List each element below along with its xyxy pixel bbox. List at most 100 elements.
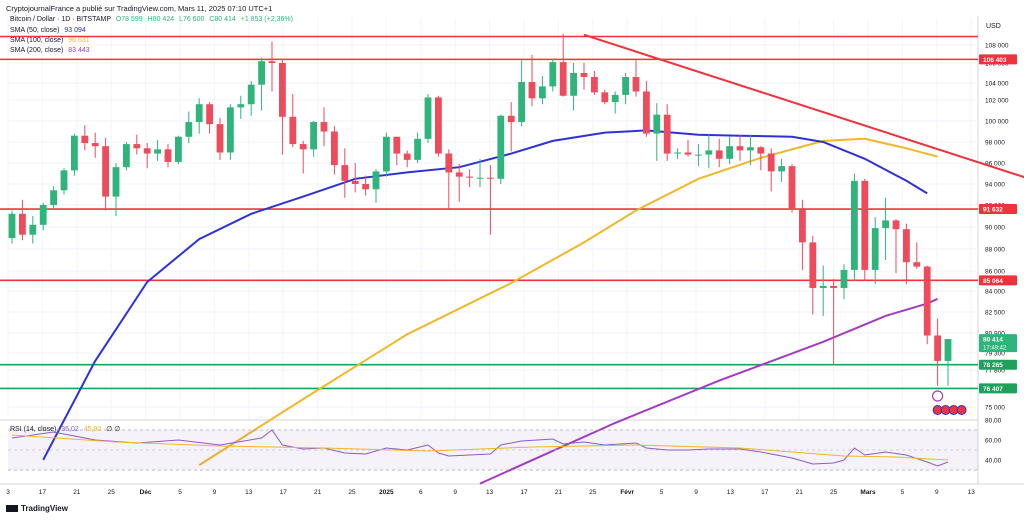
symbol-name: Bitcoin / Dollar · 1D · BITSTAMP: [10, 16, 111, 23]
candle-body: [164, 149, 172, 162]
candle-body: [175, 136, 182, 162]
rsi-tick-label: 40,00: [985, 458, 1002, 465]
sma100-label: SMA (100, close): [10, 37, 64, 44]
time-tick-label: 17: [39, 489, 47, 496]
candle-body: [757, 147, 765, 154]
candle-body: [882, 220, 889, 229]
candle-body: [674, 152, 681, 154]
candle-body: [445, 153, 453, 173]
candle-body: [715, 150, 723, 159]
sma50-label: SMA (50, close): [10, 27, 60, 34]
candle-body: [19, 213, 26, 235]
time-tick-label: 9: [935, 489, 939, 496]
candle-body: [50, 190, 57, 205]
symbol-legend: Bitcoin / Dollar · 1D · BITSTAMP O78 599…: [10, 16, 293, 23]
flag-event-icon: [956, 405, 967, 415]
sma100-value: 96 631: [68, 37, 90, 44]
candle-body: [736, 146, 744, 151]
time-tick-label: 13: [727, 489, 735, 496]
price-badge: [979, 334, 1017, 353]
candle-body: [154, 149, 161, 154]
candle-body: [91, 143, 99, 147]
event-flash-icon: [931, 390, 944, 402]
ohlc-change: +1 853 (+2,36%): [240, 16, 293, 23]
sma200-value: 83 443: [68, 47, 90, 54]
candle-body: [123, 144, 130, 168]
candle-body: [778, 166, 785, 172]
rsi-ma-line: [11, 434, 949, 461]
candle-body: [268, 61, 276, 63]
candle-body: [611, 94, 619, 103]
price-tick-label: 94 000: [985, 182, 1005, 189]
rsi-value: 36,02: [61, 426, 79, 433]
candle-body: [102, 146, 109, 197]
candle-body: [622, 77, 629, 95]
trendline: [583, 33, 1024, 179]
ohlc-high: H80 424: [147, 16, 175, 23]
price-badge: [979, 204, 1017, 215]
candle-body: [663, 114, 671, 154]
candle-body: [71, 135, 78, 171]
price-badge-label: 85 064: [983, 278, 1003, 285]
sma200-legend[interactable]: SMA (200, close) 83 443: [10, 47, 90, 54]
candle-body: [591, 77, 598, 93]
candle-body: [747, 147, 754, 151]
candle-body: [320, 122, 328, 132]
time-tick-label: Déc: [140, 489, 152, 496]
candle-body: [944, 339, 952, 361]
price-badge-label: 80 414: [983, 337, 1003, 344]
candle-body: [892, 220, 900, 230]
price-tick-label: 88 000: [985, 247, 1005, 254]
time-tick-label: 6: [419, 489, 423, 496]
time-tick-label: 5: [901, 489, 905, 496]
candle-body: [60, 170, 68, 191]
time-tick-label: 5: [660, 489, 664, 496]
candle-body: [258, 61, 265, 85]
rsi-legend[interactable]: RSI (14, close) 36,02 45,90 ∅ ∅: [10, 425, 120, 433]
candle-body: [39, 205, 47, 225]
candle-body: [424, 97, 432, 139]
candle-body: [403, 153, 411, 160]
candle-body: [684, 152, 692, 155]
sma100-legend[interactable]: SMA (100, close) 96 631: [10, 37, 90, 44]
candle-body: [435, 97, 442, 154]
time-tick-label: 13: [245, 489, 253, 496]
time-tick-label: 13: [486, 489, 494, 496]
sma100-line: [198, 137, 938, 466]
candle-body: [237, 104, 245, 108]
time-tick-label: 9: [213, 489, 217, 496]
time-tick-label: 25: [830, 489, 838, 496]
sma50-legend[interactable]: SMA (50, close) 93 094: [10, 27, 86, 34]
price-badge-label: 91 632: [983, 207, 1003, 214]
price-tick-label: 96 000: [985, 161, 1005, 168]
candle-body: [133, 144, 141, 149]
candle-body: [310, 122, 317, 150]
candle-body: [695, 154, 702, 156]
candle-body: [767, 153, 775, 172]
candle-body: [216, 124, 224, 153]
candle-body: [851, 180, 858, 270]
time-tick-label: 21: [796, 489, 804, 496]
candle-body: [279, 63, 286, 117]
price-tick-label: 80 900: [985, 331, 1005, 338]
candle-body: [299, 144, 307, 150]
candle-body: [871, 228, 879, 270]
candle-body: [289, 116, 297, 145]
tradingview-brand-text: TradingView: [21, 504, 68, 513]
time-tick-label: 9: [453, 489, 457, 496]
price-tick-label: 108 000: [985, 43, 1009, 50]
candle-body: [143, 148, 151, 154]
candle-body: [840, 269, 848, 288]
ohlc-low: L76 600: [179, 16, 205, 23]
candle-body: [29, 224, 37, 235]
candle-body: [351, 180, 359, 184]
time-tick-label: 25: [348, 489, 356, 496]
candle-body: [632, 77, 640, 92]
candle-body: [195, 104, 203, 123]
candle-body: [227, 107, 234, 153]
time-tick-label: 21: [314, 489, 322, 496]
tradingview-brand[interactable]: TradingView: [6, 504, 68, 513]
currency-label: USD: [986, 23, 1001, 30]
